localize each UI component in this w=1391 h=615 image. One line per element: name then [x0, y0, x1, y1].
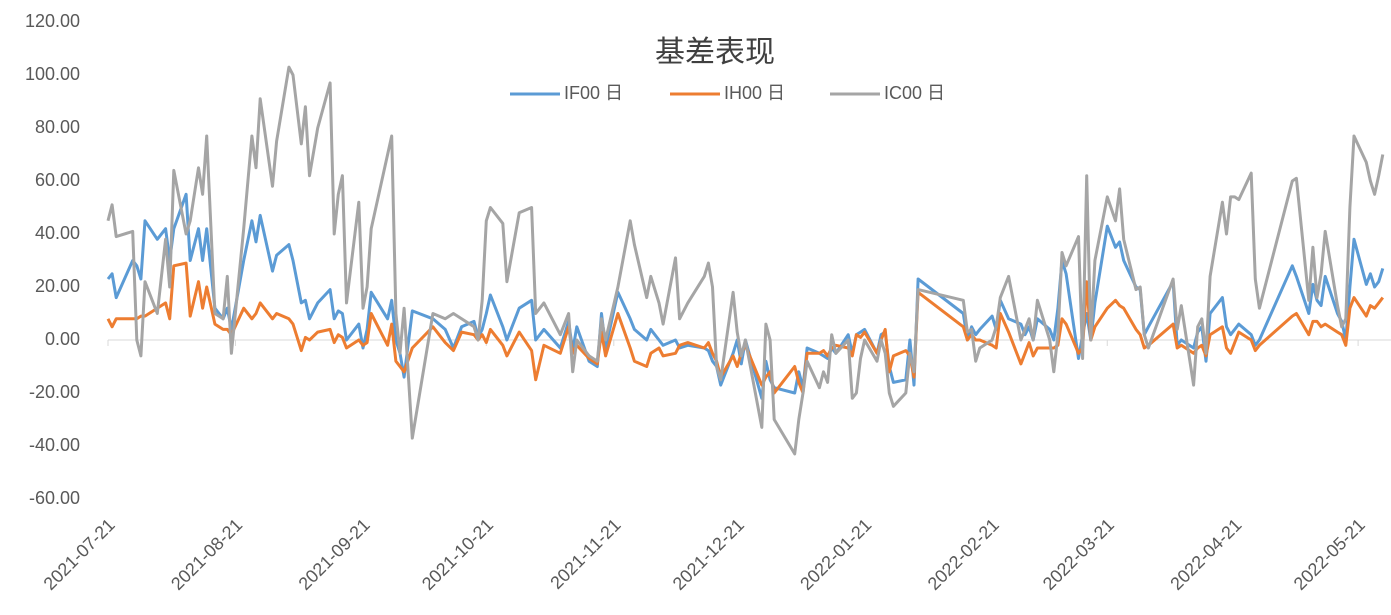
y-tick-label: 100.00 [25, 64, 80, 84]
x-tick-label: 2021-12-21 [669, 515, 748, 594]
y-tick-label: 60.00 [35, 170, 80, 190]
x-tick-label: 2022-04-21 [1166, 515, 1245, 594]
legend-item: IF00 日 [510, 83, 623, 103]
legend-label: IF00 日 [564, 83, 623, 103]
x-tick-label: 2021-07-21 [40, 515, 119, 594]
x-tick-label: 2022-05-21 [1290, 515, 1369, 594]
x-tick-label: 2022-02-21 [924, 515, 1003, 594]
y-tick-label: -60.00 [29, 488, 80, 508]
legend-item: IC00 日 [830, 83, 945, 103]
x-tick-label: 2021-11-21 [546, 515, 624, 593]
x-tick-label: 2022-03-21 [1039, 515, 1118, 594]
x-tick-label: 2021-08-21 [167, 515, 246, 594]
y-tick-label: -20.00 [29, 382, 80, 402]
legend-item: IH00 日 [670, 83, 785, 103]
y-tick-label: -40.00 [29, 435, 80, 455]
y-tick-label: 0.00 [45, 329, 80, 349]
series-line [106, 261, 1384, 395]
chart-title: 基差表现 [655, 36, 775, 69]
y-tick-label: 120.00 [25, 11, 80, 31]
y-tick-label: 20.00 [35, 276, 80, 296]
y-tick-label: 80.00 [35, 117, 80, 137]
x-tick-label: 2021-09-21 [295, 515, 374, 594]
y-tick-label: 40.00 [35, 223, 80, 243]
x-tick-label: 2021-10-21 [418, 515, 497, 594]
series-line [106, 65, 1385, 456]
legend-label: IH00 日 [724, 83, 785, 103]
legend-label: IC00 日 [884, 83, 945, 103]
x-tick-label: 2022-01-21 [796, 515, 875, 594]
